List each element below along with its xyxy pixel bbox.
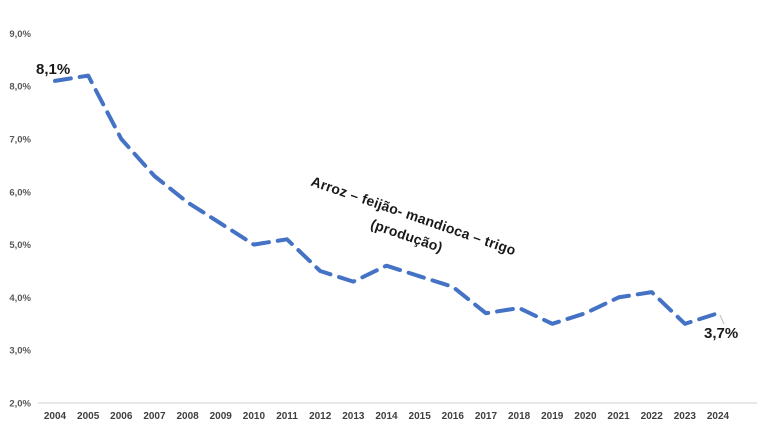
x-axis-tick-label: 2015 xyxy=(409,411,432,422)
y-axis-tick-label: 5,0% xyxy=(9,240,31,251)
y-axis-tick-label: 2,0% xyxy=(9,399,31,410)
data-label-last-point: 3,7% xyxy=(704,325,739,342)
x-axis-tick-label: 2020 xyxy=(574,411,597,422)
x-axis-tick-label: 2022 xyxy=(641,411,664,422)
y-axis-tick-label: 8,0% xyxy=(9,82,31,93)
x-axis-tick-label: 2014 xyxy=(375,411,398,422)
y-axis-tick-label: 6,0% xyxy=(9,187,31,198)
y-axis-tick-label: 7,0% xyxy=(9,135,31,146)
x-axis-tick-label: 2018 xyxy=(508,411,531,422)
x-axis-tick-label: 2021 xyxy=(607,411,630,422)
x-axis-tick-label: 2006 xyxy=(110,411,133,422)
x-axis-tick-label: 2009 xyxy=(210,411,233,422)
data-label-leader-line xyxy=(719,314,725,325)
x-axis-tick-label: 2019 xyxy=(541,411,564,422)
x-axis-tick-label: 2023 xyxy=(674,411,697,422)
y-axis-tick-label: 3,0% xyxy=(9,346,31,357)
x-axis-tick-label: 2004 xyxy=(44,411,67,422)
y-axis-tick-label: 9,0% xyxy=(9,29,31,40)
x-axis-tick-label: 2007 xyxy=(143,411,166,422)
x-axis-tick-label: 2024 xyxy=(707,411,730,422)
x-axis-tick-label: 2017 xyxy=(475,411,498,422)
data-series-line xyxy=(53,73,720,326)
x-axis-tick-label: 2008 xyxy=(176,411,199,422)
y-axis-tick-label: 4,0% xyxy=(9,293,31,304)
x-axis-tick-label: 2013 xyxy=(342,411,365,422)
data-label-first-point: 8,1% xyxy=(36,61,71,78)
x-axis-tick-label: 2012 xyxy=(309,411,332,422)
x-axis-tick-label: 2011 xyxy=(276,411,298,422)
x-axis-tick-label: 2005 xyxy=(77,411,100,422)
x-axis-tick-label: 2010 xyxy=(243,411,266,422)
x-axis-tick-label: 2016 xyxy=(442,411,465,422)
